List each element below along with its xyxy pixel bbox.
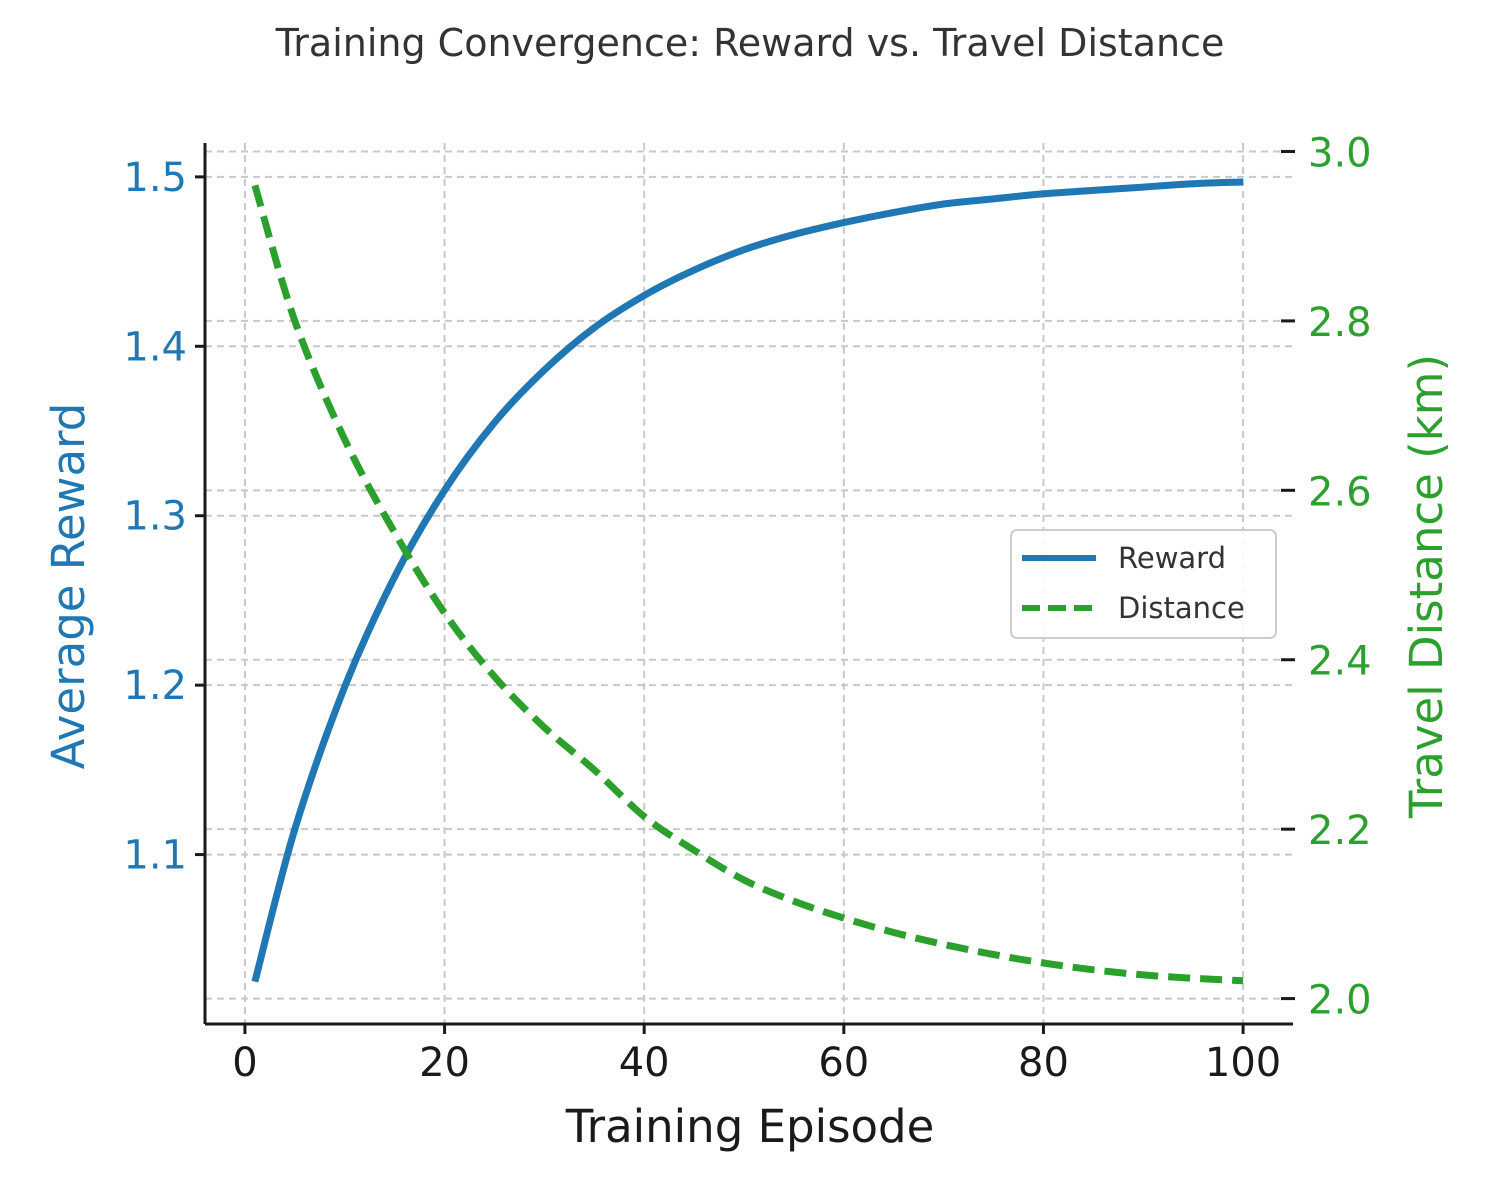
grid [205, 143, 1293, 1024]
y-left-tick-label: 1.1 [123, 833, 187, 879]
y-right-axis-label: Travel Distance (km) [1400, 354, 1453, 819]
x-tick-label: 0 [232, 1040, 257, 1086]
y-left-axis-label: Average Reward [42, 403, 95, 770]
y-left-tick-label: 1.2 [123, 663, 187, 709]
y-right-tick-label: 2.6 [1308, 469, 1372, 515]
x-tick-label: 80 [1018, 1040, 1069, 1086]
x-axis-label: Training Episode [565, 1100, 935, 1153]
y-left-tick-label: 1.5 [123, 155, 187, 201]
y-left-tick-label: 1.4 [123, 324, 187, 370]
y-right-tick-label: 2.4 [1308, 639, 1372, 685]
tick-labels: 0 20 40 60 80 100 1.1 1.2 1.3 1.4 1.5 2.0 2.2 2.4 2.6 2… [123, 130, 1371, 1086]
legend-reward-label: Reward [1118, 541, 1226, 575]
series-distance-line [251, 184, 1244, 985]
y-right-tick-label: 2.8 [1308, 300, 1372, 346]
x-tick-label: 20 [419, 1040, 470, 1086]
legend-distance-label: Distance [1118, 591, 1245, 625]
y-right-tick-label: 3.0 [1308, 130, 1372, 176]
series-reward-line [251, 178, 1244, 983]
axes [195, 143, 1295, 1034]
x-tick-label: 60 [818, 1040, 869, 1086]
series-layer [251, 178, 1244, 985]
y-right-tick-label: 2.0 [1308, 978, 1372, 1024]
x-tick-label: 40 [619, 1040, 670, 1086]
y-left-tick-label: 1.3 [123, 494, 187, 540]
x-tick-label: 100 [1205, 1040, 1281, 1086]
y-right-tick-label: 2.2 [1308, 808, 1372, 854]
legend: Reward Distance [1010, 529, 1277, 639]
chart-title: Training Convergence: Reward vs. Travel … [275, 21, 1225, 65]
